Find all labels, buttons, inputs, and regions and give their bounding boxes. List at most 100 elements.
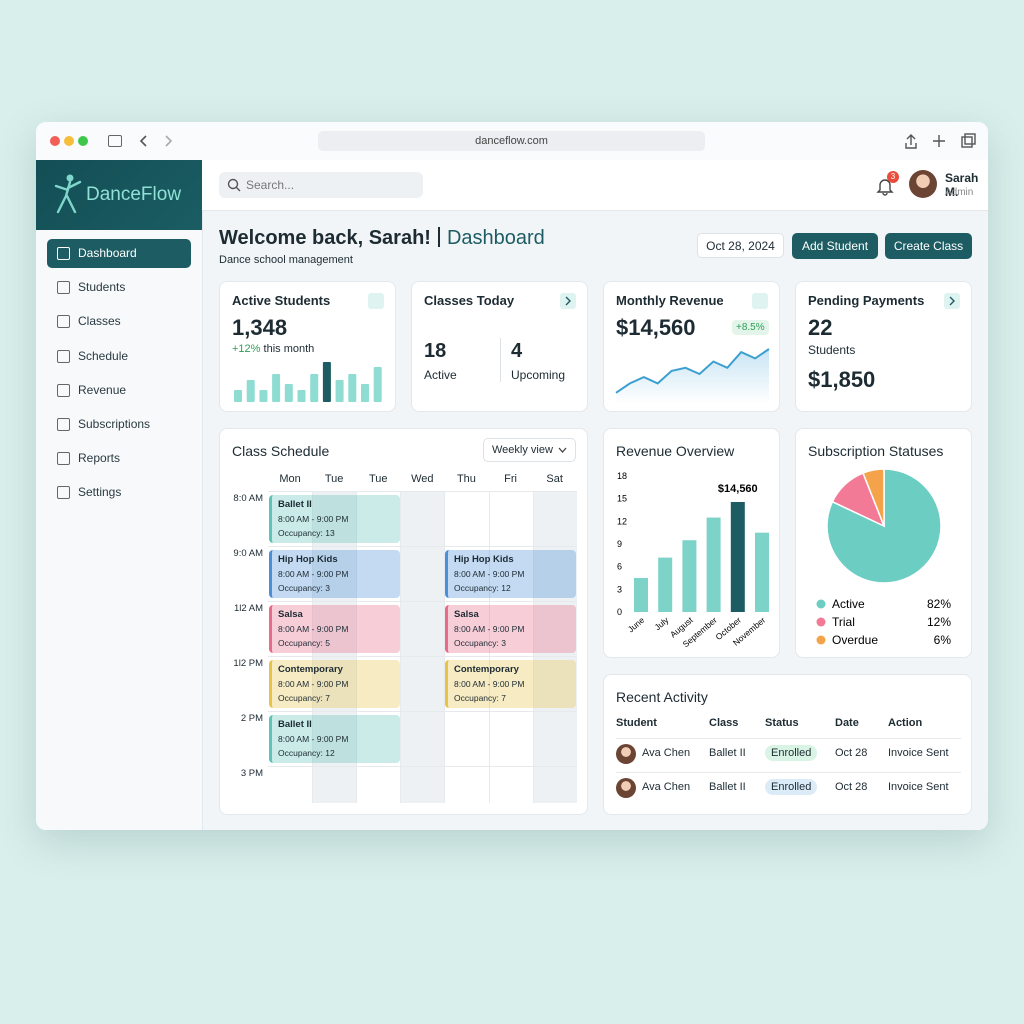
event-name: Salsa bbox=[454, 609, 479, 620]
y-tick-label: 0 bbox=[617, 607, 622, 617]
greeting: Welcome back, Sarah! bbox=[219, 227, 431, 249]
time-label: 1l2 PM bbox=[233, 658, 263, 669]
row-line bbox=[268, 711, 577, 712]
maximize-button[interactable] bbox=[78, 136, 88, 146]
nav-item[interactable]: Classes bbox=[47, 307, 191, 336]
column-header: Date bbox=[835, 717, 859, 729]
row-line bbox=[268, 491, 577, 492]
bar bbox=[658, 557, 673, 612]
close-button[interactable] bbox=[50, 136, 60, 146]
spark-bar bbox=[335, 380, 344, 402]
subscription-card: Subscription Statuses Active 82% Trial 12% O… bbox=[795, 428, 972, 658]
y-tick-label: 3 bbox=[617, 584, 622, 594]
bar bbox=[682, 540, 697, 612]
create-class-button[interactable]: Create Class bbox=[885, 233, 972, 259]
cell: Oct 28 bbox=[835, 747, 868, 759]
y-tick-label: 12 bbox=[617, 516, 627, 526]
class-event[interactable]: Salsa 8:00 AM - 9:00 PM Occupancy: 5 bbox=[269, 605, 400, 653]
event-time: 8:00 AM - 9:00 PM bbox=[278, 569, 349, 579]
sidebar-toggle[interactable] bbox=[108, 135, 122, 147]
legend-value: 6% bbox=[934, 633, 952, 647]
nav-item[interactable]: Dashboard bbox=[47, 239, 191, 268]
class-event[interactable]: Ballet II 8:00 AM - 9:00 PM Occupancy: 13 bbox=[269, 495, 400, 543]
card-chevron[interactable] bbox=[944, 293, 960, 309]
nav-item[interactable]: Reports bbox=[47, 444, 191, 473]
event-time: 8:00 AM - 9:00 PM bbox=[278, 734, 349, 744]
class-event[interactable]: Contemporary 8:00 AM - 9:00 PM Occupancy: … bbox=[269, 660, 400, 708]
card-chevron[interactable] bbox=[560, 293, 576, 309]
shaded-column bbox=[400, 491, 445, 803]
y-tick-label: 6 bbox=[617, 562, 622, 572]
view-select[interactable]: Weekly view bbox=[483, 438, 576, 462]
nav-icon bbox=[57, 383, 70, 397]
browser-actions[interactable] bbox=[902, 131, 982, 151]
shaded-column bbox=[312, 491, 357, 803]
legend-dot bbox=[816, 599, 826, 609]
pending-amount: $1,850 bbox=[808, 367, 876, 392]
legend-label: Overdue bbox=[832, 633, 878, 647]
y-tick-label: 15 bbox=[617, 494, 627, 504]
nav-label: Settings bbox=[78, 485, 122, 500]
row-line bbox=[268, 601, 577, 602]
page-title: Dashboard bbox=[446, 227, 545, 249]
subscription-pie: Active 82% Trial 12% Overdue 6% bbox=[816, 468, 952, 647]
spark-bar bbox=[272, 374, 281, 402]
nav-icon bbox=[57, 486, 70, 500]
class-event[interactable]: Salsa 8:00 AM - 9:00 PM Occupancy: 3 bbox=[445, 605, 576, 653]
class-event[interactable]: Hip Hop Kids 8:00 AM - 9:00 PM Occupancy: … bbox=[445, 550, 576, 598]
student-name: Ava Chen bbox=[642, 781, 691, 793]
class-event[interactable]: Ballet II 8:00 AM - 9:00 PM Occupancy: 12 bbox=[269, 715, 400, 763]
minimize-button[interactable] bbox=[64, 136, 74, 146]
nav-icon bbox=[57, 349, 70, 363]
spark-bar bbox=[361, 384, 369, 402]
card-title: Active Students bbox=[232, 293, 331, 308]
column-header: Action bbox=[888, 717, 923, 729]
nav-label: Classes bbox=[78, 314, 121, 329]
add-student-button[interactable]: Add Student bbox=[792, 233, 878, 259]
sidebar: DanceFlow Dashboard Students Classes Schedu… bbox=[36, 160, 203, 830]
legend-label: Active bbox=[832, 597, 865, 611]
event-occupancy: Occupancy: 12 bbox=[278, 748, 335, 758]
event-name: Ballet II bbox=[278, 719, 312, 730]
day-label: Sat bbox=[546, 473, 563, 485]
search-box[interactable]: Search... bbox=[219, 172, 423, 198]
user-avatar[interactable] bbox=[909, 170, 937, 198]
nav-item[interactable]: Students bbox=[47, 273, 191, 302]
class-schedule-card: Class Schedule Weekly view Mon Tue Tue Wed T… bbox=[219, 428, 588, 815]
class-event[interactable]: Contemporary 8:00 AM - 9:00 PM Occupancy: … bbox=[445, 660, 576, 708]
spark-bar bbox=[234, 390, 242, 402]
event-time: 8:00 AM - 9:00 PM bbox=[278, 679, 349, 689]
nav-item[interactable]: Subscriptions bbox=[47, 410, 191, 439]
row-line bbox=[268, 546, 577, 547]
cell: Oct 28 bbox=[835, 781, 868, 793]
x-tick-label: June bbox=[626, 615, 647, 635]
spark-bar bbox=[246, 380, 255, 402]
time-label: 9:0 AM bbox=[233, 548, 263, 559]
url-bar[interactable]: danceflow.com bbox=[318, 131, 705, 151]
upcoming-count: 4 bbox=[511, 340, 523, 362]
day-label: Mon bbox=[279, 473, 301, 485]
pending-label: Students bbox=[808, 343, 856, 357]
time-label: 1l2 AM bbox=[233, 603, 263, 614]
revenue-overview-card: Revenue Overview 0 3 6 9 12 15 18 June July Augus… bbox=[603, 428, 780, 658]
nav-item[interactable]: Schedule bbox=[47, 342, 191, 371]
nav-arrows[interactable] bbox=[136, 132, 176, 150]
date-picker[interactable]: Oct 28, 2024 bbox=[697, 233, 784, 258]
nav-icon bbox=[57, 418, 70, 431]
event-name: Contemporary bbox=[278, 664, 343, 675]
upcoming-label: Upcoming bbox=[511, 368, 566, 382]
sparkline-bars bbox=[234, 362, 382, 402]
event-occupancy: Occupancy: 3 bbox=[278, 583, 330, 593]
class-event[interactable]: Hip Hop Kids 8:00 AM - 9:00 PM Occupancy: … bbox=[269, 550, 400, 598]
nav-item[interactable]: Revenue bbox=[47, 376, 191, 405]
nav-label: Revenue bbox=[78, 382, 127, 397]
browser-toolbar: danceflow.com bbox=[36, 122, 988, 161]
day-label: Wed bbox=[411, 473, 434, 485]
nav-label: Subscriptions bbox=[78, 417, 151, 431]
nav-item[interactable]: Settings bbox=[47, 478, 191, 507]
spark-bar bbox=[348, 374, 357, 402]
browser-window: danceflow.com DanceFlow Dashboard Student… bbox=[36, 122, 988, 830]
row-line bbox=[268, 656, 577, 657]
student-name: Ava Chen bbox=[642, 747, 691, 759]
